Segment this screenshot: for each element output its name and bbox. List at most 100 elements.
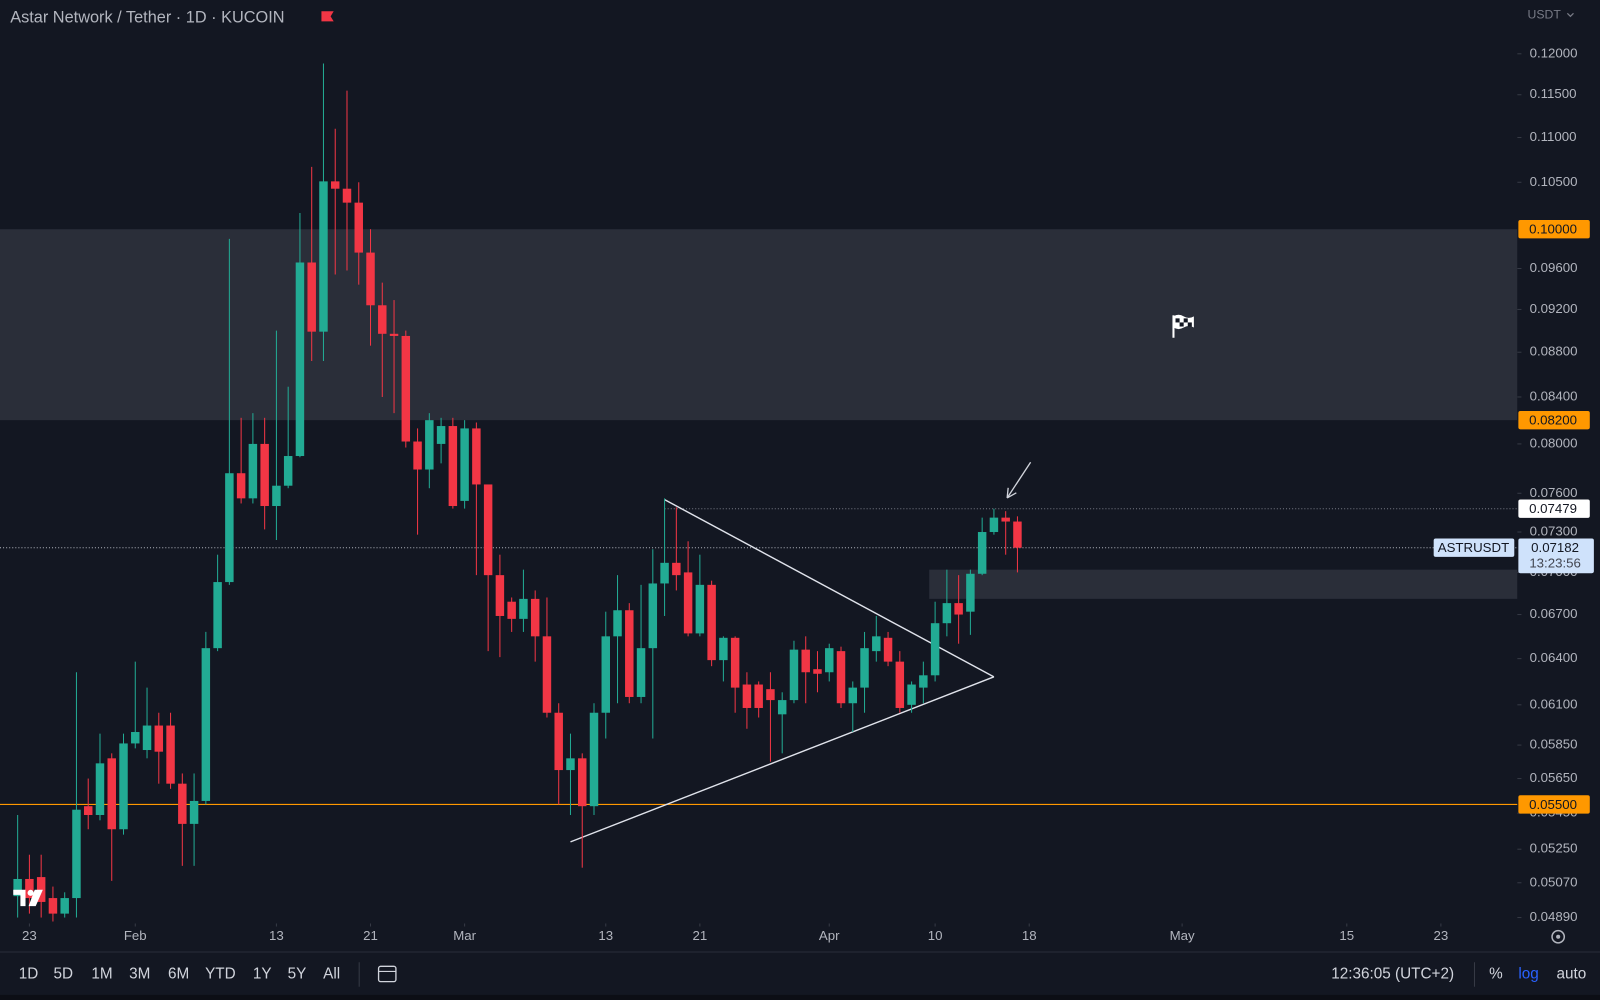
y-tick-label: 0.08800 <box>1530 344 1578 359</box>
candle-body <box>319 181 328 332</box>
candle-body <box>825 648 834 673</box>
date-range-icon[interactable] <box>377 965 397 983</box>
candle-body <box>354 202 363 253</box>
y-tick-label: 0.04890 <box>1530 909 1578 924</box>
y-tick-label: 0.05850 <box>1530 737 1578 752</box>
flag-icon[interactable] <box>321 11 334 22</box>
candle-body <box>131 732 140 744</box>
currency[interactable]: USDT <box>1528 8 1562 22</box>
candle-body <box>966 573 975 612</box>
percent-toggle[interactable]: % <box>1489 966 1503 983</box>
x-tick-label: May <box>1170 928 1195 943</box>
candle-body <box>507 601 516 619</box>
range-button[interactable]: 6M <box>168 966 189 983</box>
y-tick-label: 0.12000 <box>1530 45 1578 60</box>
range-button[interactable]: 3M <box>129 966 150 983</box>
candle-body <box>189 800 199 824</box>
arrow-head <box>1006 487 1017 499</box>
range-button[interactable]: 1D <box>19 966 39 983</box>
y-tick-label: 0.06100 <box>1530 696 1578 711</box>
candle-body <box>483 484 493 576</box>
candle-body <box>636 648 646 697</box>
range-button[interactable]: YTD <box>205 966 236 983</box>
candle-body <box>660 562 669 584</box>
countdown: 13:23:56 <box>1529 556 1581 571</box>
last-price-label: 0.07182 <box>1531 540 1579 555</box>
candle-body <box>1001 517 1010 522</box>
price-label-box <box>1518 795 1590 814</box>
tv-logo <box>13 889 43 907</box>
candle-body <box>672 562 681 576</box>
candle-body <box>730 637 740 688</box>
price-label: 0.05500 <box>1529 797 1577 812</box>
bottom-strip <box>0 994 1600 1000</box>
price-label: 0.10000 <box>1529 222 1577 237</box>
y-tick-label: 0.10500 <box>1530 174 1578 189</box>
symbol-label: ASTRUSDT <box>1438 540 1509 555</box>
candle-body <box>495 575 505 616</box>
finish-flag-icon <box>1172 314 1194 338</box>
log-toggle[interactable]: log <box>1518 966 1538 983</box>
x-tick-label: 13 <box>598 928 613 943</box>
candle-body <box>201 648 211 801</box>
candle-body <box>389 333 399 336</box>
currency-chevron[interactable] <box>1566 12 1574 18</box>
x-tick-label: 21 <box>363 928 378 943</box>
x-tick-label: 18 <box>1022 928 1037 943</box>
settings-icon[interactable] <box>1551 929 1566 944</box>
zone <box>0 229 1518 421</box>
candle-body <box>530 598 540 637</box>
y-tick-label: 0.08000 <box>1530 435 1578 450</box>
candle-body <box>425 420 434 470</box>
candle-body <box>142 725 152 751</box>
candle-body <box>83 806 93 815</box>
candle-body <box>225 473 234 583</box>
auto-toggle[interactable]: auto <box>1557 966 1587 983</box>
y-tick-label: 0.08400 <box>1530 388 1578 403</box>
candle-body <box>860 648 869 688</box>
candle-body <box>719 637 728 661</box>
x-tick-label: 23 <box>22 928 37 943</box>
candle-body <box>472 428 481 485</box>
toolbar: 12:36:05 (UTC+2) % log auto 1D 5D 1M 3M 6M YT… <box>19 962 1587 987</box>
candle-body <box>754 684 763 708</box>
x-tick-label: 21 <box>692 928 707 943</box>
candle-body <box>378 305 387 334</box>
candle-body <box>801 649 810 673</box>
candle-body <box>954 603 963 615</box>
price-label-box <box>1518 410 1590 430</box>
candle-body <box>307 262 316 332</box>
candle-body <box>742 684 752 708</box>
trendline <box>570 676 995 843</box>
candle-body <box>48 898 58 914</box>
price-label: 0.08200 <box>1529 413 1577 428</box>
candle-body <box>25 878 34 899</box>
x-tick-label: 15 <box>1339 928 1354 943</box>
candle-body <box>989 517 999 533</box>
y-tick-label: 0.06700 <box>1530 606 1578 621</box>
candle-body <box>589 712 599 807</box>
candle-body <box>578 758 587 807</box>
range-button[interactable]: All <box>323 966 340 983</box>
candle-body <box>907 684 916 705</box>
candle-body <box>213 582 222 649</box>
range-button[interactable]: 1M <box>91 966 112 983</box>
range-button[interactable]: 1Y <box>253 966 272 983</box>
y-tick-label: 0.09200 <box>1530 301 1578 316</box>
candle-body <box>448 426 458 507</box>
candle-body <box>836 651 846 704</box>
candle-body <box>283 456 293 486</box>
y-tick-label: 0.07600 <box>1530 485 1578 500</box>
range-button[interactable]: 5D <box>53 966 73 983</box>
y-tick-label: 0.06400 <box>1530 650 1578 665</box>
candle-body <box>683 572 693 634</box>
y-tick-label: 0.07300 <box>1530 524 1578 539</box>
candle-body <box>895 661 905 708</box>
candle-body <box>295 262 305 457</box>
high-label: 0.07479 <box>1529 501 1577 516</box>
range-button[interactable]: 5Y <box>288 966 307 983</box>
candle-body <box>236 473 246 499</box>
